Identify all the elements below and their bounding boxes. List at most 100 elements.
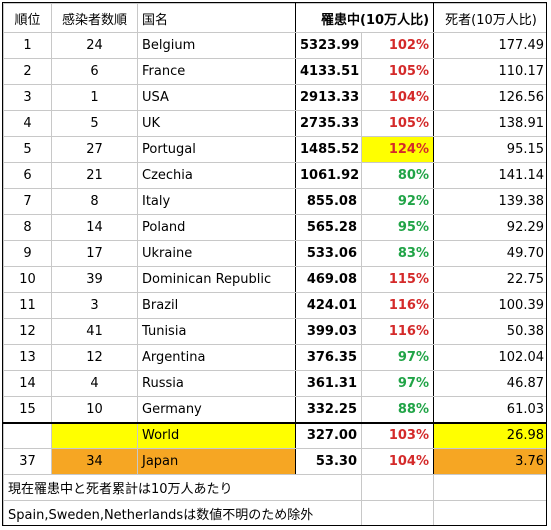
header-deaths[interactable]: 死者(10万人比)	[433, 3, 546, 33]
header-rank[interactable]: 順位	[3, 3, 52, 33]
header-country[interactable]: 国名	[137, 3, 296, 33]
cell-deaths[interactable]: 26.98	[433, 421, 546, 449]
empty-cell[interactable]	[360, 474, 435, 501]
cell-country[interactable]: Brazil	[137, 292, 296, 319]
cell-deaths[interactable]: 141.14	[433, 162, 546, 189]
cell-infection-order[interactable]	[51, 421, 138, 449]
cell-active[interactable]: 4133.51	[295, 58, 362, 85]
cell-infection-order[interactable]: 5	[51, 110, 138, 137]
cell-ratio[interactable]: 80%	[360, 162, 435, 189]
cell-country[interactable]: Italy	[137, 188, 296, 215]
cell-rank[interactable]: 37	[3, 448, 52, 475]
cell-infection-order[interactable]: 14	[51, 214, 138, 241]
cell-active[interactable]: 533.06	[295, 240, 362, 267]
cell-active[interactable]: 376.35	[295, 344, 362, 371]
cell-deaths[interactable]: 46.87	[433, 370, 546, 397]
cell-deaths[interactable]: 49.70	[433, 240, 546, 267]
cell-active[interactable]: 5323.99	[295, 32, 362, 59]
cell-active[interactable]: 327.00	[295, 421, 362, 449]
cell-country[interactable]: UK	[137, 110, 296, 137]
cell-infection-order[interactable]: 39	[51, 266, 138, 293]
cell-rank[interactable]: 1	[3, 32, 52, 59]
cell-ratio[interactable]: 116%	[360, 292, 435, 319]
cell-infection-order[interactable]: 10	[51, 396, 138, 423]
cell-country[interactable]: World	[137, 421, 296, 449]
cell-active[interactable]: 1061.92	[295, 162, 362, 189]
cell-infection-order[interactable]: 24	[51, 32, 138, 59]
cell-deaths[interactable]: 95.15	[433, 136, 546, 163]
cell-country[interactable]: USA	[137, 84, 296, 111]
cell-rank[interactable]: 6	[3, 162, 52, 189]
cell-rank[interactable]: 13	[3, 344, 52, 371]
cell-ratio[interactable]: 105%	[360, 110, 435, 137]
cell-active[interactable]: 1485.52	[295, 136, 362, 163]
cell-ratio[interactable]: 83%	[360, 240, 435, 267]
cell-rank[interactable]: 3	[3, 84, 52, 111]
cell-ratio[interactable]: 103%	[360, 421, 435, 449]
cell-ratio[interactable]: 104%	[360, 448, 435, 475]
cell-infection-order[interactable]: 12	[51, 344, 138, 371]
cell-country[interactable]: Argentina	[137, 344, 296, 371]
cell-ratio[interactable]: 105%	[360, 58, 435, 85]
cell-infection-order[interactable]: 41	[51, 318, 138, 345]
cell-country[interactable]: Portugal	[137, 136, 296, 163]
cell-active[interactable]: 2913.33	[295, 84, 362, 111]
cell-ratio[interactable]: 104%	[360, 84, 435, 111]
cell-infection-order[interactable]: 21	[51, 162, 138, 189]
cell-rank[interactable]	[3, 421, 52, 449]
cell-country[interactable]: Poland	[137, 214, 296, 241]
cell-deaths[interactable]: 61.03	[433, 396, 546, 423]
cell-infection-order[interactable]: 34	[51, 448, 138, 475]
cell-infection-order[interactable]: 3	[51, 292, 138, 319]
cell-ratio[interactable]: 97%	[360, 344, 435, 371]
cell-country[interactable]: Dominican Republic	[137, 266, 296, 293]
cell-deaths[interactable]: 100.39	[433, 292, 546, 319]
cell-rank[interactable]: 7	[3, 188, 52, 215]
cell-rank[interactable]: 2	[3, 58, 52, 85]
cell-country[interactable]: Russia	[137, 370, 296, 397]
cell-country[interactable]: Czechia	[137, 162, 296, 189]
cell-rank[interactable]: 10	[3, 266, 52, 293]
cell-deaths[interactable]: 92.29	[433, 214, 546, 241]
cell-infection-order[interactable]: 1	[51, 84, 138, 111]
header-active[interactable]: 罹患中(10万人比)	[294, 3, 435, 33]
cell-ratio[interactable]: 92%	[360, 188, 435, 215]
cell-country[interactable]: Germany	[137, 396, 296, 423]
cell-active[interactable]: 469.08	[295, 266, 362, 293]
cell-deaths[interactable]: 50.38	[433, 318, 546, 345]
cell-deaths[interactable]: 139.38	[433, 188, 546, 215]
cell-active[interactable]: 855.08	[295, 188, 362, 215]
note-cell[interactable]: Spain,Sweden,Netherlandsは数値不明のため除外	[3, 500, 362, 525]
cell-active[interactable]: 53.30	[295, 448, 362, 475]
cell-infection-order[interactable]: 6	[51, 58, 138, 85]
cell-infection-order[interactable]: 27	[51, 136, 138, 163]
cell-country[interactable]: Ukraine	[137, 240, 296, 267]
note-cell[interactable]: 現在罹患中と死者累計は10万人あたり	[3, 474, 362, 501]
cell-ratio[interactable]: 97%	[360, 370, 435, 397]
empty-cell[interactable]	[360, 500, 435, 525]
empty-cell[interactable]	[433, 500, 546, 525]
cell-rank[interactable]: 14	[3, 370, 52, 397]
cell-country[interactable]: Tunisia	[137, 318, 296, 345]
cell-ratio[interactable]: 124%	[360, 136, 435, 163]
cell-country[interactable]: Japan	[137, 448, 296, 475]
cell-deaths[interactable]: 102.04	[433, 344, 546, 371]
cell-active[interactable]: 2735.33	[295, 110, 362, 137]
header-infection-order[interactable]: 感染者数順	[51, 3, 138, 33]
cell-deaths[interactable]: 126.56	[433, 84, 546, 111]
cell-deaths[interactable]: 138.91	[433, 110, 546, 137]
cell-deaths[interactable]: 177.49	[433, 32, 546, 59]
cell-rank[interactable]: 9	[3, 240, 52, 267]
cell-ratio[interactable]: 115%	[360, 266, 435, 293]
empty-cell[interactable]	[433, 474, 546, 501]
cell-ratio[interactable]: 116%	[360, 318, 435, 345]
cell-rank[interactable]: 11	[3, 292, 52, 319]
cell-deaths[interactable]: 22.75	[433, 266, 546, 293]
cell-rank[interactable]: 5	[3, 136, 52, 163]
cell-rank[interactable]: 8	[3, 214, 52, 241]
cell-ratio[interactable]: 88%	[360, 396, 435, 423]
cell-country[interactable]: France	[137, 58, 296, 85]
cell-active[interactable]: 565.28	[295, 214, 362, 241]
cell-active[interactable]: 332.25	[295, 396, 362, 423]
cell-active[interactable]: 399.03	[295, 318, 362, 345]
